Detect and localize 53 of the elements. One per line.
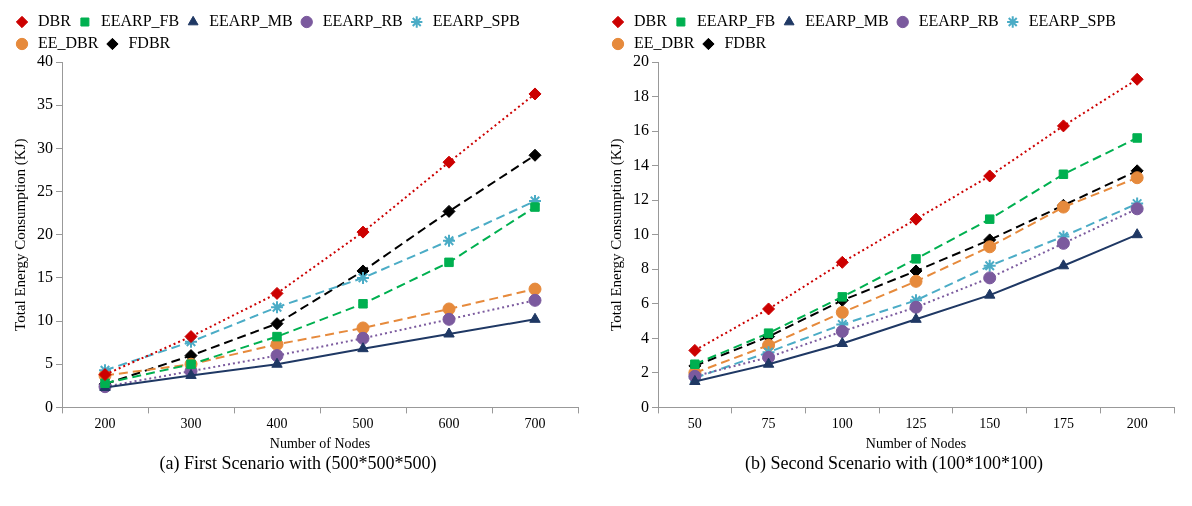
legend-label: FDBR <box>724 34 767 52</box>
legend-label: EEARP_SPB <box>1028 12 1116 30</box>
y-axis-title: Total Energy Consumption (KJ) <box>11 138 29 331</box>
text: (b) Second Scenario with (100*100*100) <box>744 453 1044 474</box>
y-tick-label: 6 <box>641 293 649 311</box>
legend-label: EEARP_SPB <box>432 12 520 30</box>
x-tick-label: 100 <box>831 416 853 432</box>
y-tick-label: 35 <box>37 95 53 113</box>
y-axis-title: Total Energy Consumption (KJ) <box>607 138 625 331</box>
x-tick-label: 75 <box>761 416 776 432</box>
x-tick-label: 200 <box>1126 416 1148 432</box>
y-tick-label: 5 <box>45 354 53 372</box>
x-tick-label: 400 <box>266 416 288 432</box>
x-axis-title: Number of Nodes <box>865 436 967 452</box>
legend-label: EEARP_MB <box>209 12 293 30</box>
y-tick-label: 20 <box>37 224 53 242</box>
x-tick-label: 50 <box>687 416 702 432</box>
legend-label: DBR <box>634 12 668 30</box>
y-tick-label: 0 <box>641 397 649 415</box>
legend-label: DBR <box>38 12 72 30</box>
x-tick-label: 300 <box>180 416 202 432</box>
legend-label: EE_DBR <box>38 34 99 52</box>
legend-label: EEARP_RB <box>918 12 999 30</box>
x-tick-label: 125 <box>905 416 927 432</box>
y-tick-label: 10 <box>633 224 649 242</box>
y-tick-label: 8 <box>641 259 649 277</box>
legend-label: EEARP_RB <box>322 12 403 30</box>
x-tick-label: 600 <box>438 416 460 432</box>
y-tick-label: 18 <box>633 86 649 104</box>
y-tick-label: 20 <box>633 52 649 70</box>
y-tick-label: 4 <box>641 328 649 346</box>
y-tick-label: 0 <box>45 397 53 415</box>
y-tick-label: 40 <box>37 52 53 70</box>
x-tick-label: 700 <box>524 416 546 432</box>
x-axis-title: Number of Nodes <box>269 436 371 452</box>
x-tick-label: 200 <box>94 416 116 432</box>
y-tick-label: 10 <box>37 311 53 329</box>
y-tick-label: 2 <box>641 363 649 381</box>
legend-label: EE_DBR <box>634 34 695 52</box>
legend-label: EEARP_MB <box>805 12 889 30</box>
y-tick-label: 30 <box>37 138 53 156</box>
x-tick-label: 500 <box>352 416 374 432</box>
legend-label: EEARP_FB <box>696 12 776 30</box>
legend-label: EEARP_FB <box>100 12 180 30</box>
y-tick-label: 15 <box>37 268 53 286</box>
y-tick-label: 16 <box>633 121 649 139</box>
y-tick-label: 25 <box>37 181 53 199</box>
text: (a) First Scenario with (500*500*500) <box>158 453 438 474</box>
x-tick-label: 150 <box>979 416 1001 432</box>
y-tick-label: 14 <box>633 155 649 173</box>
y-tick-label: 12 <box>633 190 649 208</box>
legend-label: FDBR <box>128 34 171 52</box>
x-tick-label: 175 <box>1052 416 1074 432</box>
